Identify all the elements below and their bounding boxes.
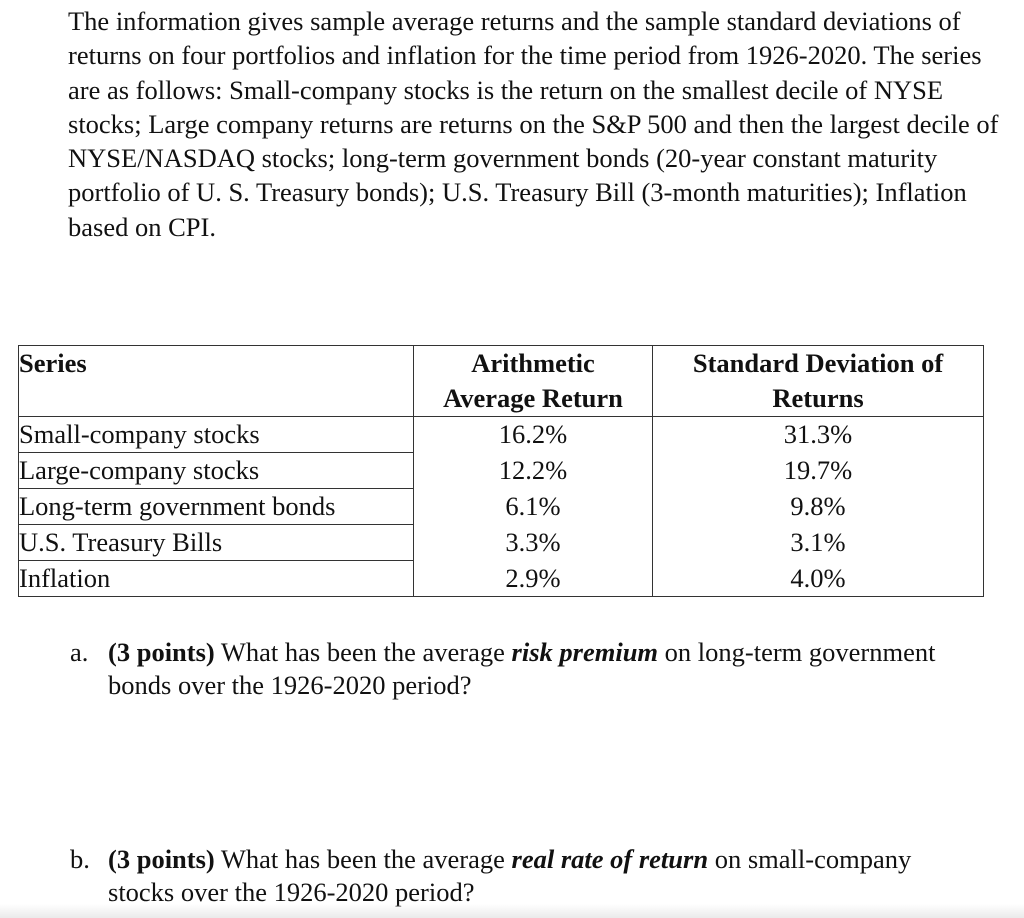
series-name: Small-company stocks — [18, 416, 414, 453]
standard-deviation-value: 9.8% — [652, 488, 984, 525]
question-a-letter: a. — [70, 637, 89, 667]
question-b-letter: b. — [70, 844, 90, 874]
series-name: Long-term government bonds — [18, 488, 414, 525]
header-sd-line1: Standard Deviation of — [692, 348, 944, 378]
question-b-before: What has been the average — [214, 844, 512, 874]
question-b-points: (3 points) — [108, 844, 215, 874]
intro-paragraph: The information gives sample average ret… — [68, 6, 999, 242]
average-return-value: 3.3% — [413, 524, 653, 561]
question-a-points: (3 points) — [108, 637, 215, 667]
header-average-line1: Arithmetic — [471, 348, 595, 378]
table-row: Long-term government bonds 6.1% 9.8% — [18, 488, 984, 525]
series-name: Inflation — [18, 560, 414, 597]
table-row: U.S. Treasury Bills 3.3% 3.1% — [18, 524, 984, 561]
series-name: U.S. Treasury Bills — [18, 524, 414, 561]
average-return-value: 6.1% — [413, 488, 653, 525]
average-return-value: 12.2% — [413, 452, 653, 489]
standard-deviation-value: 4.0% — [652, 560, 984, 597]
header-average-line2: Average Return — [443, 383, 623, 413]
question-a-term: risk premium — [511, 637, 659, 667]
header-series: Series — [18, 345, 414, 417]
question-b-term: real rate of return — [511, 844, 709, 874]
question-b-text: (3 points) What has been the average rea… — [108, 843, 970, 909]
average-return-value: 16.2% — [413, 416, 653, 453]
average-return-value: 2.9% — [413, 560, 653, 597]
question-a-before: What has been the average — [214, 637, 512, 667]
series-name: Large-company stocks — [18, 452, 414, 489]
standard-deviation-value: 19.7% — [652, 452, 984, 489]
table-row: Small-company stocks 16.2% 31.3% — [18, 416, 984, 453]
header-standard-deviation: Standard Deviation of Returns — [652, 345, 984, 417]
returns-table: Series Arithmetic Average Return Standar… — [18, 345, 984, 597]
question-b: b. (3 points) What has been the average … — [70, 843, 970, 909]
standard-deviation-value: 3.1% — [652, 524, 984, 561]
header-average-return: Arithmetic Average Return — [413, 345, 653, 417]
standard-deviation-value: 31.3% — [652, 416, 984, 453]
question-a: a. (3 points) What has been the average … — [70, 636, 970, 702]
table-row: Inflation 2.9% 4.0% — [18, 560, 984, 597]
table-header-row: Series Arithmetic Average Return Standar… — [18, 345, 984, 417]
header-sd-line2: Returns — [772, 383, 864, 413]
table-row: Large-company stocks 12.2% 19.7% — [18, 452, 984, 489]
question-a-text: (3 points) What has been the average ris… — [108, 636, 970, 702]
page-bottom-edge — [0, 904, 1024, 918]
question-b-after: on small-company stocks over the 1926-20… — [108, 844, 912, 907]
question-a-after: on long-term government bonds over the 1… — [108, 637, 936, 700]
